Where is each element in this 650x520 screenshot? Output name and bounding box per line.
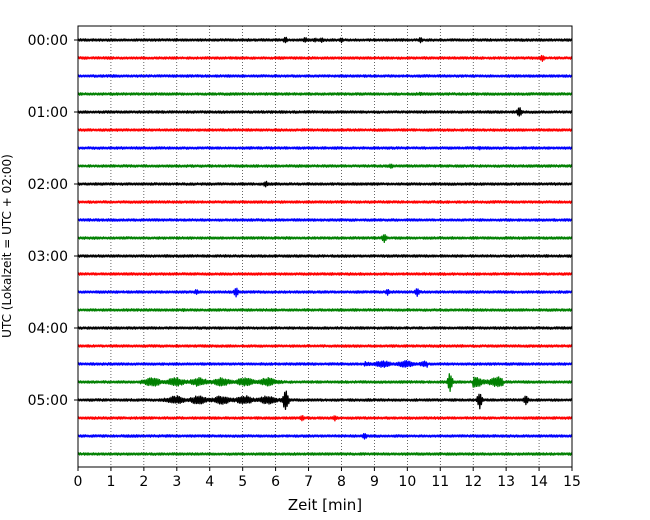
trace-row-line [77, 390, 573, 410]
trace-row-line [77, 234, 573, 244]
trace-row-line [77, 308, 573, 313]
trace-row-line [77, 432, 573, 440]
trace-row-line [77, 107, 573, 117]
trace-row-line [77, 218, 573, 222]
y-tick-label: 03:00 [28, 249, 68, 265]
x-tick-label: 1 [106, 474, 115, 490]
y-tick-label: 04:00 [28, 321, 68, 337]
x-tick-label: 4 [205, 474, 214, 490]
trace-row-line [77, 272, 573, 276]
x-tick-label: 13 [497, 474, 515, 490]
x-tick-label: 10 [398, 474, 416, 490]
trace-row-line [77, 200, 573, 204]
x-tick-label: 14 [530, 474, 548, 490]
x-tick-label: 6 [271, 474, 280, 490]
trace-row-line [77, 36, 573, 44]
plot-area-frame [77, 25, 573, 468]
trace-row-line [77, 163, 573, 169]
trace-row-line [77, 344, 573, 348]
trace-row-line [77, 452, 573, 456]
trace-row-line [77, 360, 573, 368]
x-tick-label: 5 [238, 474, 247, 490]
y-axis-title: UTC (Lokalzeit = UTC + 02:00) [0, 154, 14, 338]
x-tick-label: 7 [304, 474, 313, 490]
x-tick-label: 15 [563, 474, 581, 490]
x-axis: 0 1 2 3 4 5 6 7 8 9 10 11 12 13 14 15 [74, 467, 581, 490]
trace-row-line [77, 373, 573, 392]
trace-row-line [77, 74, 573, 78]
x-tick-label: 12 [464, 474, 482, 490]
trace-rows [77, 36, 573, 456]
x-tick-label: 3 [172, 474, 181, 490]
trace-row-line [77, 287, 573, 298]
trace-row-line [77, 326, 573, 330]
trace-row-line [77, 128, 573, 132]
x-tick-label: 11 [431, 474, 449, 490]
y-tick-label: 05:00 [28, 393, 68, 409]
x-tick-label: 0 [74, 474, 83, 490]
y-tick-label: 00:00 [28, 33, 68, 49]
x-axis-title: Zeit [min] [288, 496, 362, 514]
x-tick-label: 9 [370, 474, 379, 490]
trace-row-line [77, 180, 573, 188]
x-tick-label: 8 [337, 474, 346, 490]
y-axis: 00:00 01:00 02:00 03:00 04:00 05:00 [28, 33, 78, 409]
trace-row-line [77, 54, 573, 62]
trace-row-line [77, 415, 573, 422]
y-tick-label: 01:00 [28, 105, 68, 121]
trace-row-line [77, 145, 573, 151]
trace-row-line [77, 91, 573, 97]
y-tick-label: 02:00 [28, 177, 68, 193]
x-tick-label: 2 [139, 474, 148, 490]
trace-row-line [77, 254, 573, 258]
